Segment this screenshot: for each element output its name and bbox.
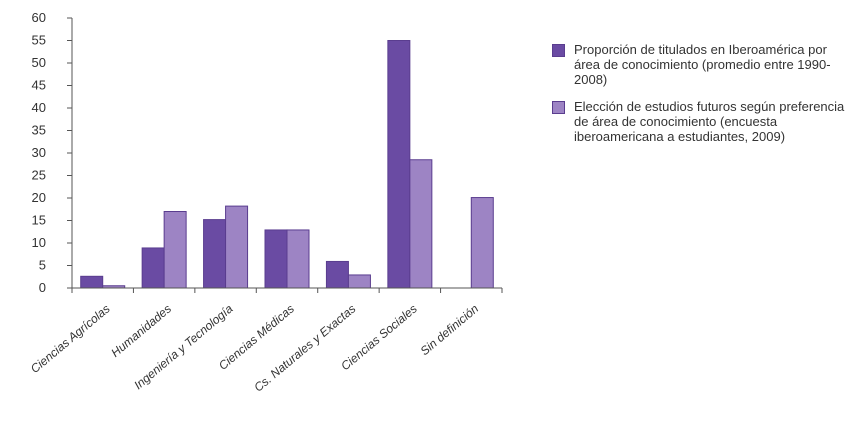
bar-series-2 [225,205,249,289]
bars [80,40,494,289]
legend: Proporción de titulados en Iberoamérica … [552,42,852,156]
x-tick-label: Ciencias Agrícolas [28,302,113,376]
y-tick-label: 25 [32,168,46,183]
legend-item-series-1: Proporción de titulados en Iberoamérica … [552,42,852,87]
y-tick-label: 5 [39,258,46,273]
y-tick-label: 50 [32,55,46,70]
y-tick-label: 0 [39,280,46,295]
legend-label-series-1: Proporción de titulados en Iberoamérica … [574,42,831,87]
x-tick-label: Humanidades [108,302,174,360]
x-tick-label: Ingeniería y Tecnología [131,301,235,392]
bar-series-1 [325,260,349,289]
bar-series-1 [141,247,165,289]
legend-label-series-2: Elección de estudios futuros según prefe… [574,99,845,144]
y-tick-label: 60 [32,10,46,25]
bar-series-2 [470,197,494,289]
x-tick-label: Sin definición [418,301,482,358]
y-tick-label: 20 [32,190,46,205]
y-tick-label: 35 [32,123,46,138]
bar-series-2 [286,229,310,289]
x-axis: Ciencias AgrícolasHumanidadesIngeniería … [28,287,503,395]
bar-series-2 [347,274,371,289]
legend-swatch-series-1 [552,44,565,57]
legend-swatch-series-2 [552,101,565,114]
y-axis: 0 5 10 15 20 25 30 35 40 45 50 55 60 [32,10,73,295]
y-tick-label: 40 [32,100,46,115]
y-tick-label: 55 [32,33,46,48]
bar-series-1 [387,40,411,289]
legend-item-series-2: Elección de estudios futuros según prefe… [552,99,852,144]
bar-series-1 [264,229,288,289]
y-tick-label: 15 [32,213,46,228]
bar-series-1 [203,219,227,289]
y-tick-label: 45 [32,78,46,93]
bar-series-1 [80,275,104,289]
bar-series-2 [409,159,433,289]
bar-series-2 [163,211,187,289]
x-tick-label: Cs. Naturales y Exactas [251,302,358,395]
y-tick-label: 10 [32,235,46,250]
y-tick-label: 30 [32,145,46,160]
